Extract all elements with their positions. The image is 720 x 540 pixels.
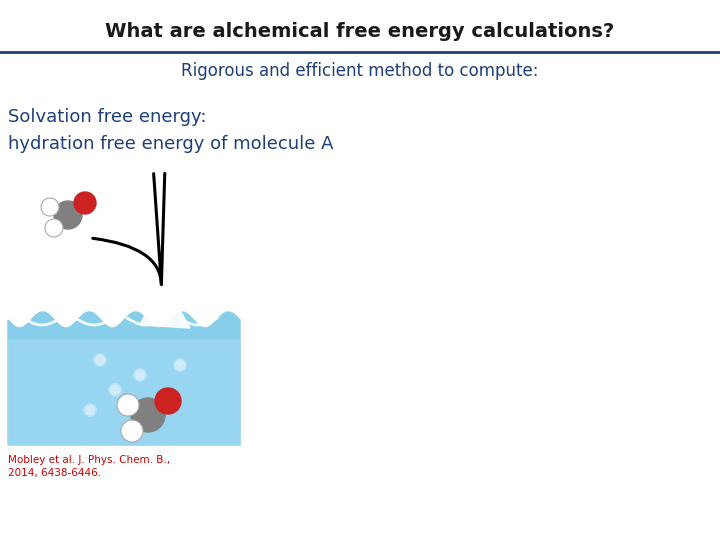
Circle shape	[54, 201, 82, 229]
Circle shape	[117, 394, 139, 416]
Circle shape	[74, 192, 96, 214]
Circle shape	[166, 279, 174, 286]
Circle shape	[84, 404, 96, 416]
Circle shape	[155, 388, 181, 414]
Circle shape	[186, 305, 194, 312]
Polygon shape	[140, 305, 190, 328]
Circle shape	[153, 285, 161, 292]
Text: 2014, 6438-6446.: 2014, 6438-6446.	[8, 468, 101, 478]
Circle shape	[45, 219, 63, 237]
Circle shape	[109, 384, 121, 396]
Text: What are alchemical free energy calculations?: What are alchemical free energy calculat…	[105, 22, 615, 41]
Circle shape	[41, 198, 59, 216]
Text: hydration free energy of molecule A: hydration free energy of molecule A	[8, 135, 333, 153]
Circle shape	[94, 354, 106, 366]
Polygon shape	[8, 312, 240, 445]
Circle shape	[145, 296, 151, 303]
Circle shape	[174, 359, 186, 371]
Circle shape	[154, 394, 166, 406]
Circle shape	[121, 420, 143, 442]
Text: Rigorous and efficient method to compute:: Rigorous and efficient method to compute…	[181, 62, 539, 80]
Circle shape	[131, 398, 165, 432]
Text: Mobley et al. J. Phys. Chem. B.,: Mobley et al. J. Phys. Chem. B.,	[8, 455, 170, 465]
Circle shape	[179, 292, 186, 299]
Circle shape	[134, 369, 146, 381]
Text: Solvation free energy:: Solvation free energy:	[8, 108, 207, 126]
Polygon shape	[8, 340, 240, 445]
